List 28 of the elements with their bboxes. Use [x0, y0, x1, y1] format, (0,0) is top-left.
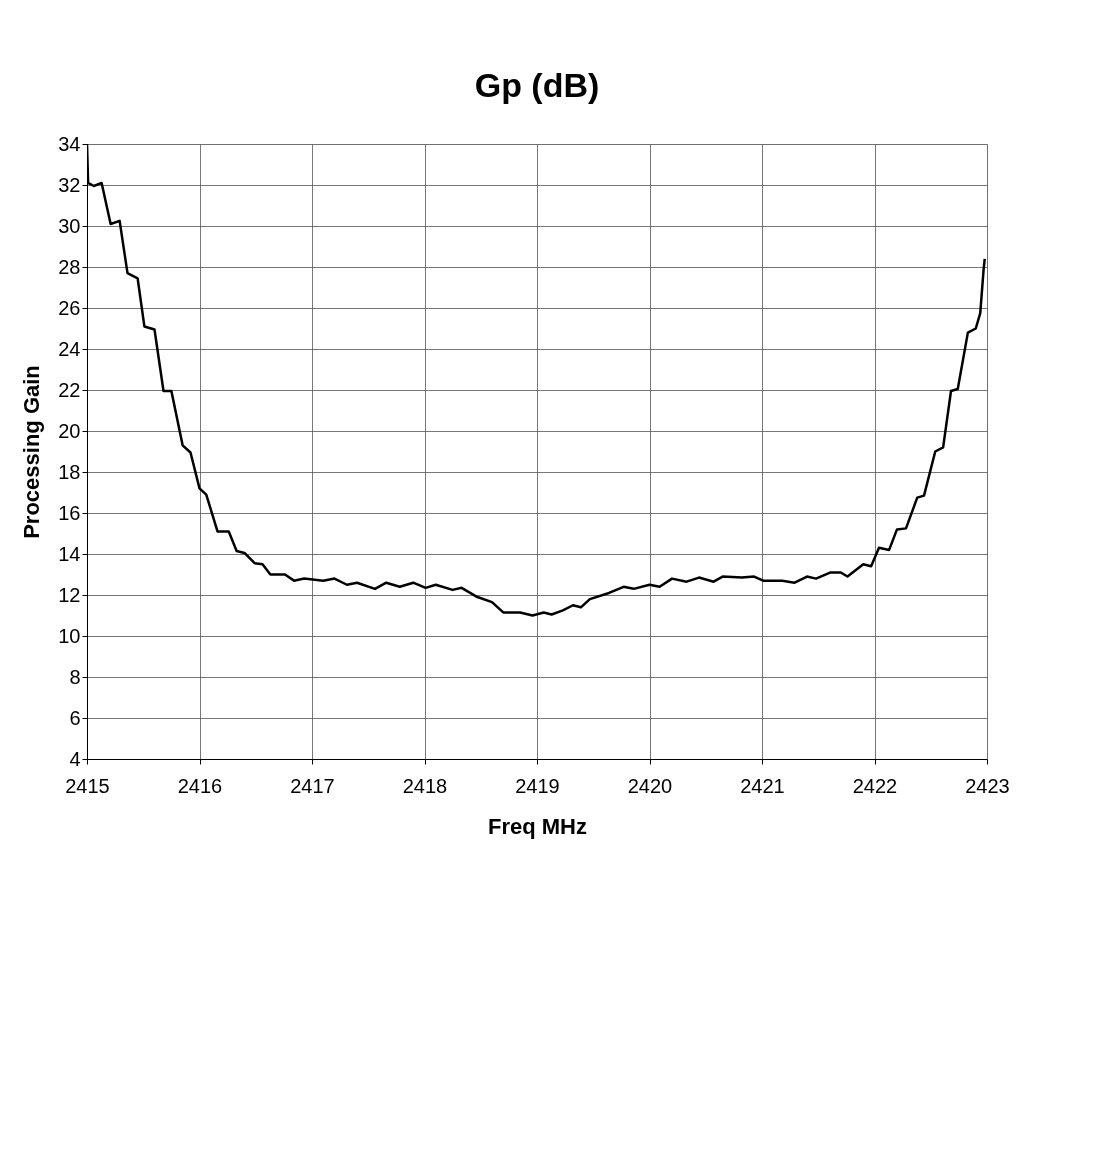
x-tick-label: 2422	[852, 774, 898, 797]
y-tick-label: 10	[58, 624, 81, 647]
x-tick-label: 2420	[627, 774, 673, 797]
y-tick-label: 22	[58, 378, 81, 401]
y-tick-label: 20	[58, 419, 81, 442]
x-tick-label: 2423	[965, 774, 1010, 797]
x-tick-label: 2421	[740, 774, 785, 797]
y-tick-label: 30	[58, 214, 81, 237]
y-axis-title: Processing Gain	[19, 365, 45, 539]
x-tick-label: 2419	[515, 774, 560, 797]
chart-title: Gp (dB)	[474, 66, 600, 104]
y-tick-label: 6	[69, 706, 81, 729]
y-tick-label: 16	[58, 501, 81, 524]
y-tick-label: 12	[58, 583, 81, 606]
x-axis-title: Freq MHz	[488, 813, 587, 839]
x-tick-label: 2418	[402, 774, 448, 797]
y-tick-label: 8	[69, 665, 81, 688]
y-tick-label: 24	[58, 337, 81, 360]
x-tick-label: 2416	[177, 774, 223, 797]
y-tick-label: 34	[58, 132, 81, 155]
y-tick-label: 4	[69, 747, 81, 770]
y-tick-label: 18	[58, 460, 81, 483]
y-tick-label: 26	[58, 296, 81, 319]
y-tick-label: 32	[58, 173, 81, 196]
x-tick-label: 2415	[65, 774, 110, 797]
x-tick-label: 2417	[290, 774, 335, 797]
y-tick-label: 28	[58, 255, 81, 278]
y-tick-label: 14	[58, 542, 81, 565]
